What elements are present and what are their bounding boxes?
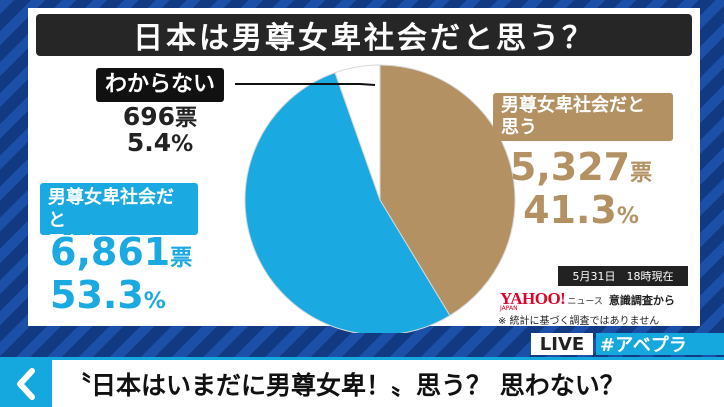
percent-unknown-value: 5.4	[126, 128, 172, 157]
pie-slice-unknown	[334, 64, 381, 201]
back-button[interactable]	[0, 360, 52, 407]
hashtag-badge: #アベプラ	[596, 333, 724, 356]
ticker-bar: 〝日本はいまだに男尊女卑！〟思う？ 思わない？	[0, 357, 724, 407]
pie-chart	[235, 64, 516, 333]
percent-disagree: 53.3%	[50, 273, 250, 317]
ticker-text: 〝日本はいまだに男尊女卑！〟思う？ 思わない？	[66, 370, 625, 400]
chart-panel: 日本は男尊女卑社会だと思う？ わからない 696票 5.4% 男尊女卑社会だと …	[28, 8, 700, 333]
pie-slice-disagree	[244, 72, 451, 333]
label-agree-line2: 思う	[501, 117, 537, 138]
label-agree-line1: 男尊女卑社会だと	[501, 95, 645, 116]
source-note: ※ 統計に基づく調査ではありません	[498, 316, 660, 327]
label-disagree: 男尊女卑社会だと 思わない	[40, 183, 198, 254]
votes-agree: 5,327票	[496, 145, 666, 189]
chart-title: 日本は男尊女卑社会だと思う？	[36, 14, 692, 56]
percent-unknown: 5.4%	[100, 128, 220, 157]
percent-unit: %	[171, 132, 194, 157]
votes-unknown: 696票	[100, 100, 220, 132]
percent-disagree-value: 53.3	[50, 273, 144, 317]
label-agree: 男尊女卑社会だと 思う	[493, 93, 673, 141]
label-unknown: わからない	[96, 68, 224, 102]
live-badge: LIVE	[531, 333, 593, 355]
yahoo-japan-mark: JAPAN	[500, 305, 518, 312]
percent-unit: %	[616, 204, 639, 229]
source-survey: 意識調査から	[608, 294, 675, 307]
leader-line-unknown	[235, 83, 376, 86]
label-disagree-line2: 思わない	[48, 233, 120, 254]
source-date: 5月31日 18時現在	[558, 266, 688, 286]
percent-agree: 41.3%	[496, 188, 666, 232]
chevron-left-icon	[17, 367, 35, 400]
yahoo-logo: YAHOO!	[500, 289, 566, 308]
votes-agree-value: 5,327	[509, 145, 631, 189]
vote-unit: 票	[630, 161, 653, 186]
source-line: YAHOO! ニュース 意識調査から	[500, 289, 675, 309]
percent-unit: %	[143, 289, 166, 314]
percent-agree-value: 41.3	[523, 188, 617, 232]
label-disagree-line1: 男尊女卑社会だと	[48, 187, 174, 231]
votes-disagree-value: 6,861	[50, 230, 171, 274]
votes-disagree: 6,861票	[50, 230, 250, 274]
votes-unknown-value: 696	[122, 102, 176, 131]
vote-unit: 票	[170, 246, 193, 271]
source-news: ニュース	[567, 297, 603, 307]
vote-unit: 票	[175, 106, 198, 131]
pie-slice-agree	[379, 64, 516, 317]
